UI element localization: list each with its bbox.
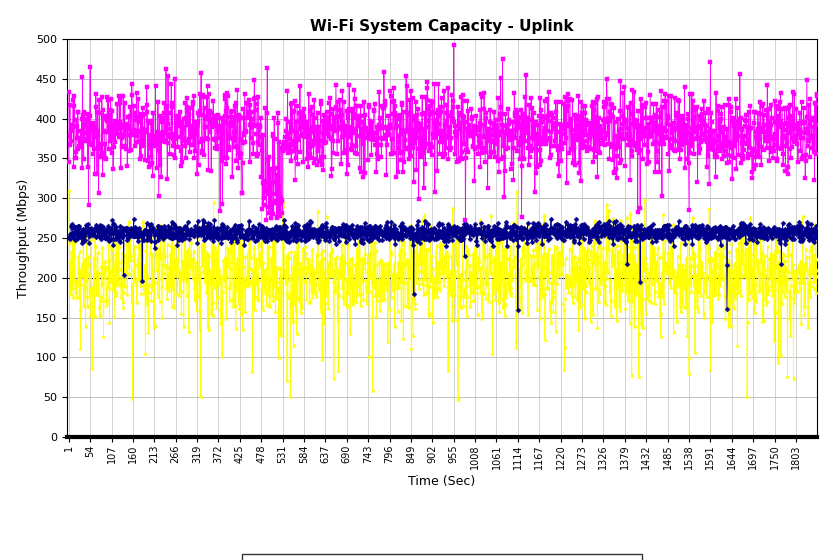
- Hop 1 - 5 GHz: [472, 282, 482, 288]
- X-axis label: Time (Sec): Time (Sec): [409, 475, 475, 488]
- Root - 2.4 GHz: [236, 233, 246, 240]
- Hop 1 - 5 GHz: [236, 114, 246, 121]
- Line: Hop 1 - 5 GHz: Hop 1 - 5 GHz: [67, 43, 819, 222]
- Legend: Root - 2.4 GHz, Hop 1 - 5 GHz, Hop 1 - 5 GHz: Root - 2.4 GHz, Hop 1 - 5 GHz, Hop 1 - 5…: [242, 554, 642, 560]
- Hop 1 - 5 GHz: [460, 217, 470, 223]
- Line: Root - 2.4 GHz: Root - 2.4 GHz: [67, 217, 819, 311]
- Title: Wi-Fi System Capacity - Uplink: Wi-Fi System Capacity - Uplink: [310, 19, 574, 34]
- Root - 2.4 GHz: [289, 228, 299, 235]
- Hop 1 - 5 GHz: [811, 151, 821, 157]
- Root - 2.4 GHz: [513, 306, 523, 313]
- Hop 1 - 5 GHz: [624, 280, 634, 287]
- Hop 1 - 5 GHz: [236, 279, 246, 286]
- Hop 1 - 5 GHz: [288, 262, 298, 269]
- Hop 1 - 5 GHz: [605, 109, 615, 115]
- Hop 1 - 5 GHz: [449, 41, 459, 48]
- Root - 2.4 GHz: [472, 242, 482, 249]
- Hop 1 - 5 GHz: [811, 224, 821, 231]
- Line: Hop 1 - 5 GHz: Hop 1 - 5 GHz: [67, 189, 819, 401]
- Root - 2.4 GHz: [624, 228, 634, 235]
- Hop 1 - 5 GHz: [605, 288, 615, 295]
- Hop 1 - 5 GHz: [812, 122, 822, 128]
- Hop 1 - 5 GHz: [624, 136, 634, 142]
- Hop 1 - 5 GHz: [63, 158, 73, 165]
- Hop 1 - 5 GHz: [812, 273, 822, 279]
- Root - 2.4 GHz: [128, 215, 138, 222]
- Root - 2.4 GHz: [811, 231, 821, 237]
- Y-axis label: Throughput (Mbps): Throughput (Mbps): [18, 179, 30, 297]
- Root - 2.4 GHz: [605, 227, 615, 234]
- Hop 1 - 5 GHz: [453, 396, 463, 403]
- Hop 1 - 5 GHz: [473, 124, 483, 130]
- Root - 2.4 GHz: [812, 234, 822, 240]
- Root - 2.4 GHz: [63, 234, 73, 241]
- Hop 1 - 5 GHz: [63, 187, 73, 194]
- Hop 1 - 5 GHz: [288, 148, 298, 155]
